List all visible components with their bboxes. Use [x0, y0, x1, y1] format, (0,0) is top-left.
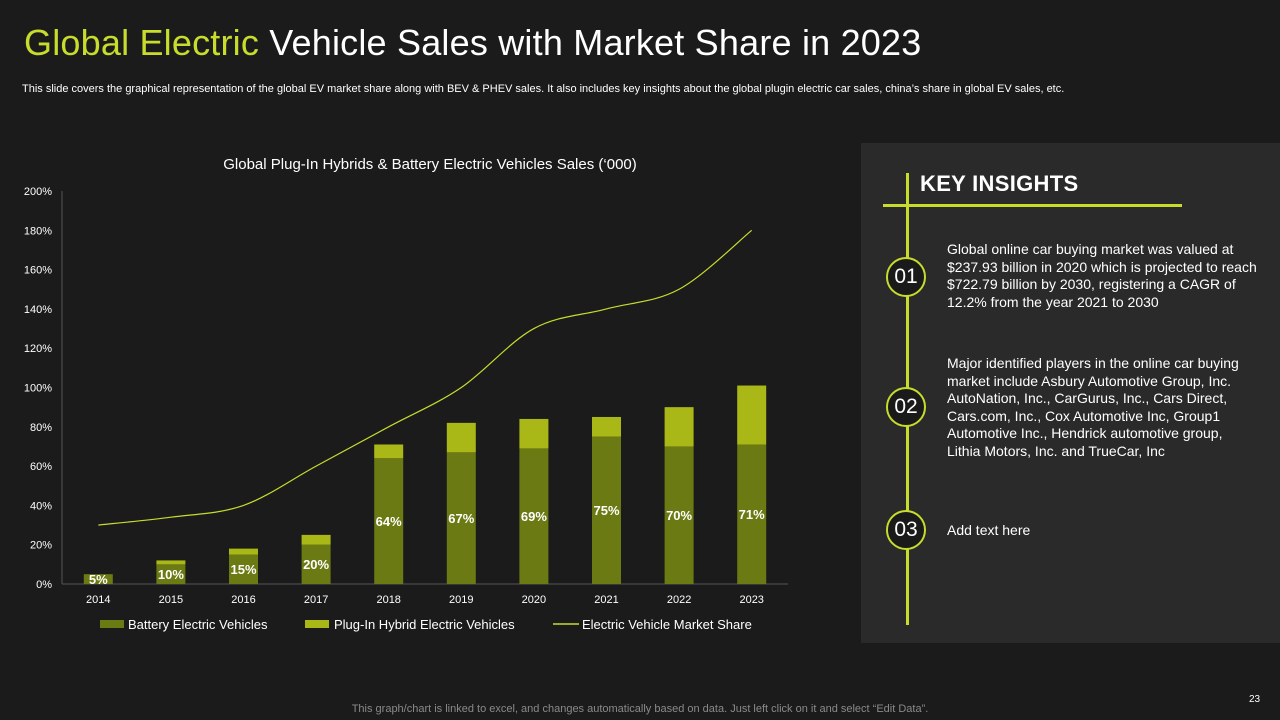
ev-sales-chart: 0% 20% 40% 60% 80% 100% 120% 140% 160% 180% 200% 20…	[24, 186, 788, 632]
bar-data-label: 69%	[521, 509, 547, 524]
y-tick-label: 60%	[30, 461, 52, 473]
bar-bev	[664, 446, 694, 584]
bar-bev	[156, 564, 186, 584]
x-tick-label: 2014	[86, 594, 110, 606]
title-rest: Vehicle Sales with Market Share in 2023	[259, 22, 922, 63]
bar-data-label: 71%	[739, 507, 765, 522]
x-tick-label: 2018	[376, 594, 400, 606]
bar-phev	[664, 407, 694, 447]
y-tick-label: 200%	[24, 186, 52, 198]
legend-label-phev: Plug-In Hybrid Electric Vehicles	[334, 617, 515, 632]
key-insights-panel: KEY INSIGHTS 01 Global online car buying…	[861, 143, 1280, 643]
y-tick-label: 180%	[24, 225, 52, 237]
market-share-line	[98, 229, 753, 526]
bar-bev	[592, 436, 621, 584]
bar-phev	[519, 418, 549, 449]
bar-bev	[374, 458, 404, 584]
bar-phev	[592, 416, 621, 437]
insight-number-badge-1: 01	[886, 257, 926, 297]
y-tick-label: 40%	[30, 500, 52, 512]
bar-bev	[446, 452, 476, 584]
y-tick-label: 0%	[36, 579, 52, 591]
bar-bev	[229, 554, 258, 584]
y-tick-label: 120%	[24, 343, 52, 355]
y-tick-label: 20%	[30, 540, 52, 552]
legend-swatch-phev	[305, 620, 329, 628]
slide-subtitle: This slide covers the graphical represen…	[22, 83, 1065, 95]
y-tick-label: 140%	[24, 304, 52, 316]
bar-phev	[301, 534, 331, 545]
bar-bev	[83, 574, 113, 584]
bar-phev	[446, 422, 476, 453]
legend-label-bev: Battery Electric Vehicles	[128, 617, 268, 632]
y-tick-label: 160%	[24, 265, 52, 277]
bar-phev	[374, 444, 404, 459]
slide-title: Global Electric Vehicle Sales with Marke…	[24, 22, 921, 64]
bar-phev	[229, 548, 258, 555]
bar-data-label: 75%	[593, 503, 619, 518]
insights-heading-underline	[883, 204, 1182, 207]
x-tick-label: 2015	[159, 594, 183, 606]
legend-swatch-bev	[100, 620, 124, 628]
insight-text-3: Add text here	[947, 522, 1031, 538]
bar-data-label: 10%	[158, 567, 184, 582]
insight-number-badge-3: 03	[886, 510, 926, 550]
legend-label-line: Electric Vehicle Market Share	[582, 617, 752, 632]
bar-bev	[301, 544, 331, 584]
bar-phev	[156, 560, 186, 565]
bar-data-label: 20%	[303, 557, 329, 572]
x-tick-label: 2019	[449, 594, 473, 606]
insight-number-badge-2: 02	[886, 387, 926, 427]
x-tick-label: 2023	[739, 594, 763, 606]
bar-phev	[737, 385, 767, 445]
x-tick-label: 2022	[667, 594, 691, 606]
footer-note: This graph/chart is linked to excel, and…	[351, 703, 929, 715]
bar-data-label: 64%	[376, 514, 402, 529]
bar-data-label: 70%	[666, 508, 692, 523]
bar-data-label: 15%	[230, 562, 256, 577]
page-number: 23	[1249, 694, 1261, 705]
title-accent: Global Electric	[24, 22, 260, 63]
bar-bev	[519, 448, 549, 584]
x-tick-label: 2020	[522, 594, 546, 606]
chart-title: Global Plug-In Hybrids & Battery Electri…	[223, 156, 637, 173]
bar-bev	[737, 444, 767, 584]
x-tick-label: 2017	[304, 594, 328, 606]
insight-text-2: Major identified players in the online c…	[947, 355, 1239, 459]
y-tick-label: 80%	[30, 422, 52, 434]
x-tick-label: 2021	[594, 594, 618, 606]
y-tick-label: 100%	[24, 383, 52, 395]
insight-text-1: Global online car buying market was valu…	[947, 241, 1257, 310]
insights-heading: KEY INSIGHTS	[920, 171, 1079, 196]
x-tick-label: 2016	[231, 594, 255, 606]
bar-data-label: 67%	[448, 511, 474, 526]
bar-data-label: 5%	[89, 572, 108, 587]
